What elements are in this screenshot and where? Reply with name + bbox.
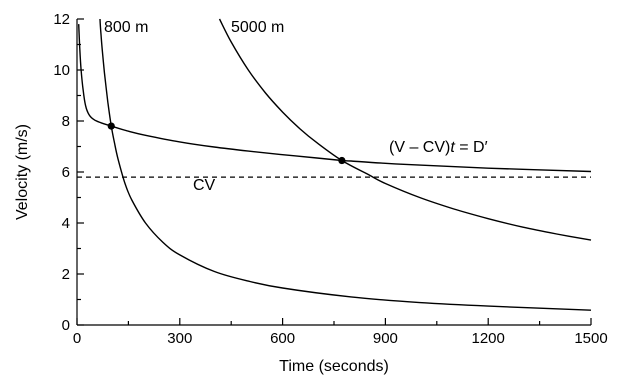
series-layer (77, 18, 592, 311)
x-axis-title: Time (seconds) (279, 358, 389, 375)
ticks (76, 18, 592, 326)
x-tick-label: 300 (167, 330, 192, 347)
x-tick-label: 1200 (472, 330, 505, 347)
y-tick-label: 12 (53, 11, 70, 28)
points-layer (107, 122, 346, 165)
series-line-hyperbola (78, 24, 592, 173)
y-tick-label: 2 (62, 266, 70, 283)
annotations: 800 m 5000 m CV (V – CV)t = D′ Time (sec… (14, 19, 488, 375)
series-label-800m: 800 m (104, 19, 148, 36)
series-line-run_800 (99, 18, 592, 311)
y-tick-label: 10 (53, 62, 70, 79)
x-tick-label: 0 (73, 330, 81, 347)
y-axis-title: Velocity (m/s) (14, 124, 31, 220)
intersection-point (338, 156, 346, 165)
axes (76, 19, 591, 326)
cv-label: CV (193, 177, 216, 194)
series-line-run_5000 (218, 18, 592, 241)
x-tick-label: 600 (270, 330, 295, 347)
intersection-point (107, 122, 115, 130)
series-label-5000m: 5000 m (231, 19, 284, 36)
equation-part-right: = D′ (455, 139, 488, 156)
y-tick-label: 0 (62, 317, 70, 334)
tick-labels: 0 300 600 900 1200 1500 0 2 4 6 8 10 12 (53, 11, 607, 347)
hyperbola-equation-label: (V – CV)t = D′ (389, 139, 488, 156)
y-tick-label: 4 (62, 215, 70, 232)
equation-part-t: t (450, 139, 455, 156)
equation-part-left: (V – CV) (389, 139, 450, 156)
x-tick-label: 1500 (574, 330, 607, 347)
y-tick-label: 6 (62, 164, 70, 181)
y-tick-label: 8 (62, 113, 70, 130)
x-tick-label: 900 (373, 330, 398, 347)
